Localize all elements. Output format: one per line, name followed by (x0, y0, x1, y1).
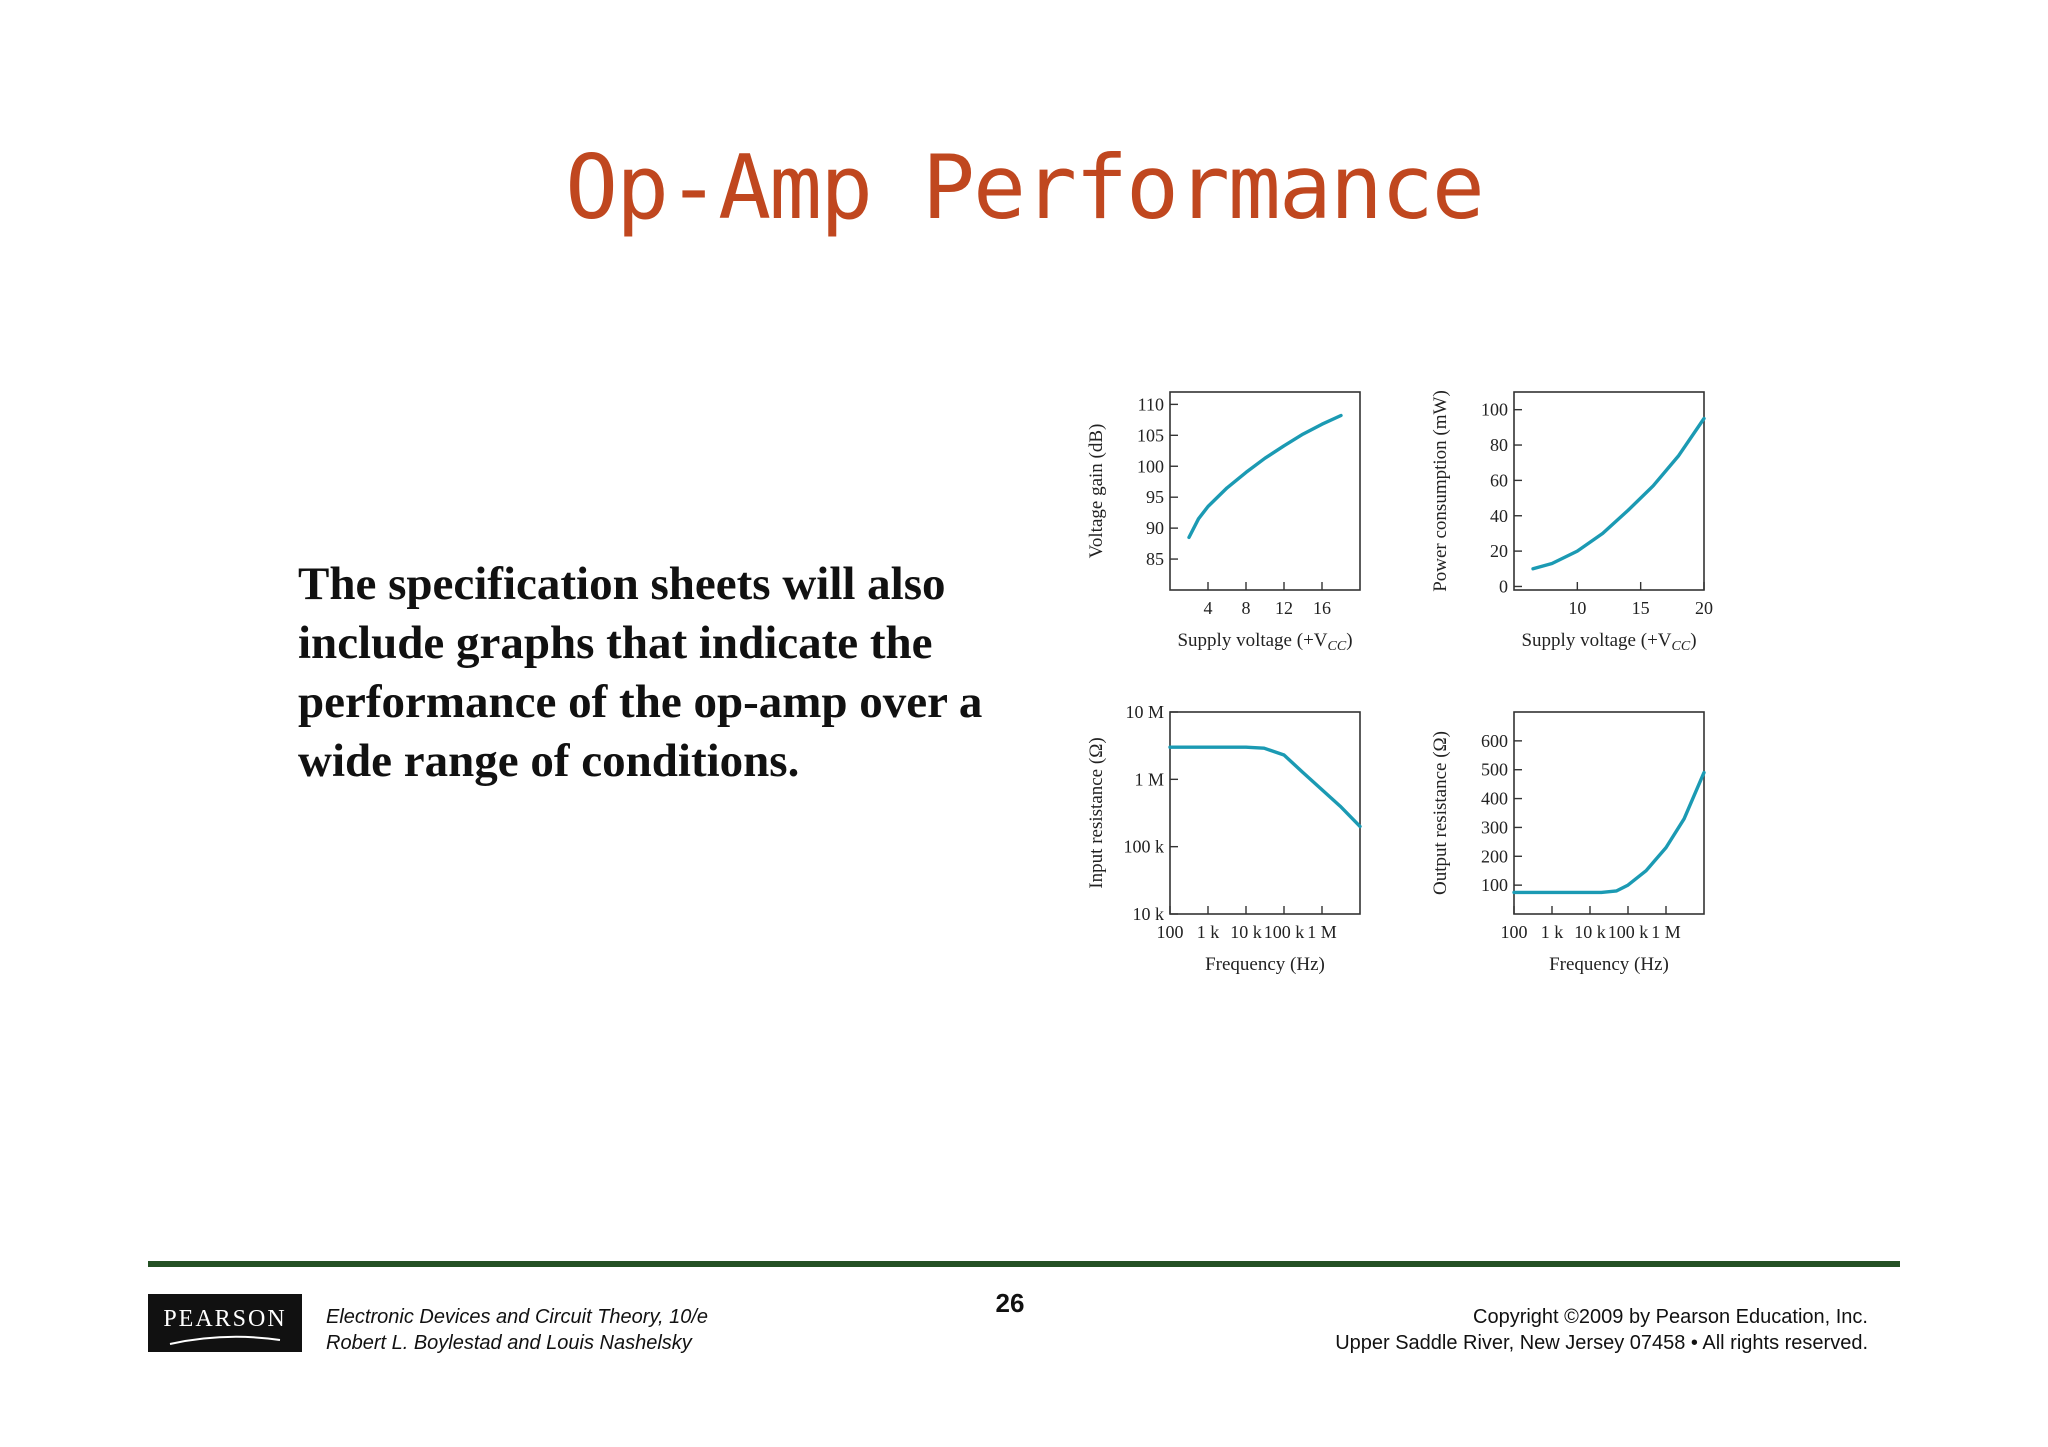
chart-4-x-axis-label: Frequency (Hz) (1549, 954, 1669, 975)
chart-2-y-tick-label: 100 (1481, 400, 1508, 420)
copyright: Copyright ©2009 by Pearson Education, In… (1335, 1304, 1868, 1356)
chart-4-x-tick-label: 10 k (1574, 922, 1606, 942)
chart-4-y-tick-label: 400 (1481, 789, 1508, 809)
chart-4-y-tick-label: 600 (1481, 731, 1508, 751)
chart-1-y-tick-label: 110 (1138, 394, 1164, 414)
book-title: Electronic Devices and Circuit Theory, 1… (326, 1306, 709, 1328)
chart-2-frame (1513, 391, 1705, 591)
chart-1-x-tick-label: 12 (1275, 598, 1293, 618)
chart-1-y-axis-label: Voltage gain (dB) (1086, 424, 1107, 559)
chart-3-y-tick-label: 10 k (1133, 904, 1165, 924)
chart-4-x-tick-label: 1 M (1651, 922, 1681, 942)
book-info: Electronic Devices and Circuit Theory, 1… (326, 1304, 708, 1356)
copyright-line-1: Copyright ©2009 by Pearson Education, In… (1473, 1306, 1868, 1328)
chart-4-y-tick-label: 300 (1481, 817, 1508, 837)
chart-2-y-tick-label: 0 (1499, 576, 1508, 596)
chart-3-x-tick-label: 1 k (1197, 922, 1220, 942)
slide-title: Op-Amp Performance (565, 136, 1485, 239)
chart-1-x-tick-label: 16 (1313, 598, 1331, 618)
chart-4-y-tick-label: 100 (1481, 875, 1508, 895)
footer-rule (148, 1261, 1900, 1267)
chart-3-y-tick-label: 100 k (1124, 837, 1165, 857)
chart-3-y-axis-label: Input resistance (Ω) (1086, 737, 1107, 888)
chart-3-curve (1168, 745, 1362, 829)
chart-1-frame (1169, 391, 1361, 591)
chart-2-y-tick-label: 20 (1490, 541, 1508, 561)
pearson-logo-text: PEARSON (163, 1306, 287, 1332)
chart-1-y-tick-label: 90 (1146, 518, 1164, 538)
chart-1-y-tick-label: 105 (1137, 425, 1164, 445)
chart-4-y-tick-label: 200 (1481, 846, 1508, 866)
chart-2-y-tick-label: 60 (1490, 470, 1508, 490)
chart-3-frame (1169, 711, 1361, 915)
chart-1-y-tick-label: 85 (1146, 549, 1164, 569)
chart-2-x-tick-label: 10 (1568, 598, 1586, 618)
chart-4-curve (1512, 770, 1706, 895)
chart-4-y-tick-label: 500 (1481, 760, 1508, 780)
chart-1-y-tick-label: 100 (1137, 456, 1164, 476)
chart-2-x-tick-label: 20 (1695, 598, 1713, 618)
chart-2-y-tick-label: 80 (1490, 435, 1508, 455)
chart-3-x-axis-label: Frequency (Hz) (1205, 954, 1325, 975)
pearson-logo: PEARSON (148, 1294, 302, 1352)
chart-4-x-tick-label: 100 (1501, 922, 1528, 942)
chart-3-x-tick-label: 100 (1157, 922, 1184, 942)
chart-3-x-tick-label: 100 k (1264, 922, 1305, 942)
chart-1-x-axis-label: Supply voltage (+VCC) (1177, 630, 1352, 654)
chart-1-x-tick-label: 8 (1242, 598, 1251, 618)
chart-3-y-tick-label: 10 M (1125, 702, 1164, 722)
book-authors: Robert L. Boylestad and Louis Nashelsky (326, 1332, 692, 1354)
chart-4-frame (1513, 711, 1705, 915)
chart-3-x-tick-label: 10 k (1230, 922, 1262, 942)
chart-2-y-tick-label: 40 (1490, 506, 1508, 526)
chart-1-curve (1187, 413, 1343, 540)
chart-4-x-tick-label: 100 k (1608, 922, 1649, 942)
chart-2-x-tick-label: 15 (1632, 598, 1650, 618)
body-text: The specification sheets will also inclu… (298, 558, 983, 787)
copyright-line-2: Upper Saddle River, New Jersey 07458 • A… (1335, 1332, 1868, 1354)
chart-4-y-axis-label: Output resistance (Ω) (1430, 731, 1451, 895)
page-number: 26 (995, 1288, 1025, 1318)
chart-2-y-axis-label: Power consumption (mW) (1430, 390, 1451, 592)
chart-2-x-axis-label: Supply voltage (+VCC) (1521, 630, 1696, 654)
chart-3-y-tick-label: 1 M (1134, 769, 1164, 789)
logo-swoosh-icon (169, 1335, 281, 1345)
chart-1-y-tick-label: 95 (1146, 487, 1164, 507)
chart-2-curve (1531, 416, 1706, 571)
chart-3-x-tick-label: 1 M (1307, 922, 1337, 942)
chart-1-x-tick-label: 4 (1204, 598, 1213, 618)
chart-4-x-tick-label: 1 k (1541, 922, 1564, 942)
